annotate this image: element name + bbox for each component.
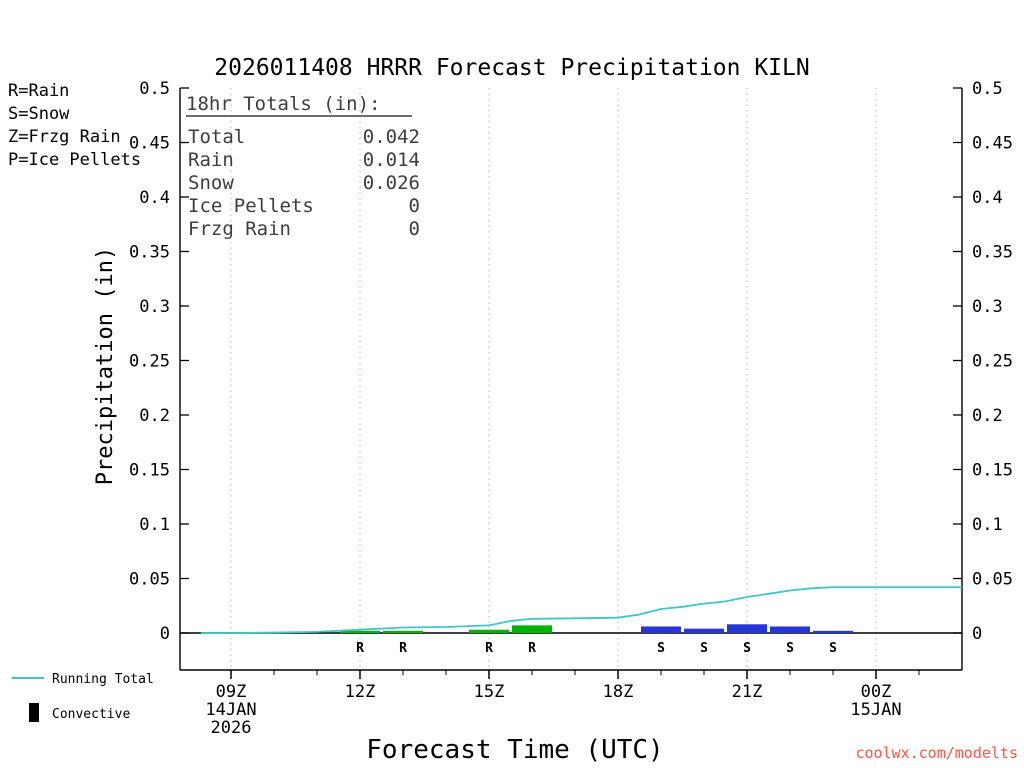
precip-type-marker: S: [786, 641, 794, 656]
x-tick-label: 18Z: [603, 682, 634, 702]
rain-bar: [340, 630, 380, 633]
x-date-label: 2026: [211, 718, 252, 738]
totals-row-value: 0.042: [363, 126, 420, 148]
totals-heading: 18hr Totals (in):: [186, 93, 380, 115]
y-tick-label-right: 0.15: [972, 461, 1013, 481]
tick-labels: 0 00.05 0.050.1 0.10.15 0.150.2 0.20.25 0.250.…: [129, 79, 1013, 738]
y-tick-label-left: 0.1: [139, 515, 170, 535]
x-date-label: 14JAN: [205, 700, 256, 720]
x-tick-label: 00Z: [861, 682, 892, 702]
axes: [179, 87, 963, 679]
totals-box: 18hr Totals (in): Total 0.042 Rain 0.014…: [186, 93, 420, 240]
totals-row-value: 0.014: [363, 149, 420, 171]
y-tick-label-right: 0.1: [972, 515, 1003, 535]
snow-bar: [727, 624, 767, 633]
y-tick-label-right: 0.45: [972, 134, 1013, 154]
y-tick-label-left: 0.15: [129, 461, 170, 481]
running-total-path: [200, 586, 962, 634]
chart-title: 2026011408 HRRR Forecast Precipitation K…: [214, 55, 809, 81]
precip-type-marker: S: [700, 641, 708, 656]
x-tick-label: 12Z: [345, 682, 376, 702]
legend-snow-label: S=Snow: [8, 104, 70, 124]
x-axis-title: Forecast Time (UTC): [366, 735, 663, 765]
y-tick-label-left: 0.45: [129, 134, 170, 154]
totals-row-value: 0: [409, 195, 420, 217]
y-tick-label-right: 0.5: [972, 79, 1003, 99]
y-tick-label-left: 0.2: [139, 406, 170, 426]
y-tick-label-left: 0.5: [139, 79, 170, 99]
y-tick-label-left: 0.25: [129, 352, 170, 372]
snow-bar: [770, 626, 810, 633]
snow-bar: [641, 626, 681, 633]
y-tick-label-right: 0.2: [972, 406, 1003, 426]
snow-bar: [684, 628, 724, 633]
precip-type-marker: S: [743, 641, 751, 656]
y-tick-label-right: 0.05: [972, 570, 1013, 590]
y-tick-label-left: 0.05: [129, 570, 170, 590]
x-tick-label: 21Z: [732, 682, 763, 702]
running-total-legend-label: Running Total: [52, 672, 154, 687]
totals-row-label: Snow: [188, 172, 234, 194]
precip-type-marker: S: [829, 641, 837, 656]
y-axis-title: Precipitation (in): [93, 247, 118, 485]
convective-legend-label: Convective: [52, 707, 130, 722]
precip-type-marker: R: [528, 641, 536, 656]
rain-bar: [512, 625, 552, 633]
legend-frzg-rain-label: Z=Frzg Rain: [8, 127, 121, 147]
precip-type-marker: R: [399, 641, 407, 656]
y-tick-label-left: 0.4: [139, 188, 170, 208]
totals-row-label: Rain: [188, 149, 234, 171]
precip-type-marker: R: [485, 641, 493, 656]
totals-row-label: Ice Pellets: [188, 195, 314, 217]
totals-row-label: Total: [188, 126, 245, 148]
precip-type-marker: S: [657, 641, 665, 656]
convective-legend-swatch: [29, 703, 39, 722]
x-tick-label: 15Z: [474, 682, 505, 702]
precip-type-marker: R: [356, 641, 364, 656]
y-tick-label-right: 0.4: [972, 188, 1003, 208]
watermark-link[interactable]: coolwx.com/modelts: [855, 744, 1018, 762]
y-tick-label-right: 0: [972, 624, 982, 644]
y-tick-label-left: 0.3: [139, 297, 170, 317]
snow-bar: [813, 630, 853, 633]
y-tick-label-right: 0.35: [972, 243, 1013, 263]
legend-ice-pellets-label: P=Ice Pellets: [8, 150, 141, 170]
totals-row-value: 0: [409, 218, 420, 240]
y-tick-label-right: 0.25: [972, 352, 1013, 372]
x-tick-label: 09Z: [216, 682, 247, 702]
gridlines: [230, 88, 877, 670]
x-date-label: 15JAN: [850, 700, 901, 720]
totals-row-value: 0.026: [363, 172, 420, 194]
y-tick-label-left: 0.35: [129, 243, 170, 263]
y-tick-label-left: 0: [160, 624, 170, 644]
totals-row-label: Frzg Rain: [188, 218, 291, 240]
y-tick-label-right: 0.3: [972, 297, 1003, 317]
rain-bar: [383, 630, 423, 633]
rain-bar: [469, 629, 509, 633]
legend-rain-label: R=Rain: [8, 81, 69, 101]
running-total-line: [200, 586, 962, 634]
